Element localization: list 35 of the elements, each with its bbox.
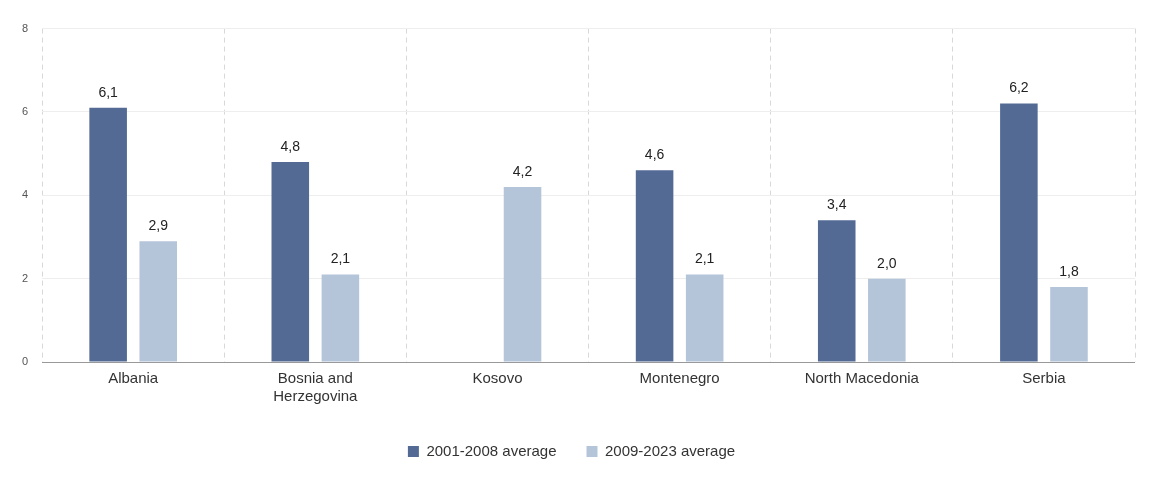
bar [503,186,542,362]
data-label: 2,1 [694,250,715,267]
y-tick-label: 0 [21,355,29,368]
y-tick-label: 8 [21,21,29,34]
data-label: 2,0 [877,254,897,271]
bar [1000,103,1038,362]
data-label: 4,8 [280,137,301,154]
x-tick-label: Montenegro [639,369,720,387]
data-label: 1,8 [1059,262,1079,279]
bar [271,161,310,362]
data-label: 2,9 [148,217,169,233]
data-label: 6,2 [1009,79,1029,96]
legend-label: 2001-2008 average [426,441,557,459]
bar [868,278,906,362]
data-label: 6,1 [98,83,119,100]
y-tick-label: 4 [21,188,29,201]
x-tick-label: Serbia [1022,369,1067,387]
bar [817,220,856,362]
bar [635,170,674,362]
bar [89,107,127,362]
bar [139,241,178,362]
y-tick-label: 2 [21,271,29,284]
bar [1050,286,1088,362]
data-label: 3,4 [827,196,847,213]
y-tick-label: 6 [21,104,29,117]
data-label: 4,6 [644,146,665,163]
bar [321,274,360,362]
data-label: 2,1 [330,250,351,267]
data-label: 4,2 [512,162,533,179]
legend-label: 2009-2023 average [605,441,736,459]
x-tick-label: Bosnia and Herzegovina [273,369,359,405]
bar [685,274,724,362]
x-tick-label: Kosovo [472,369,523,387]
x-tick-label: Albania [108,369,159,387]
x-tick-label: North Macedonia [804,369,920,387]
